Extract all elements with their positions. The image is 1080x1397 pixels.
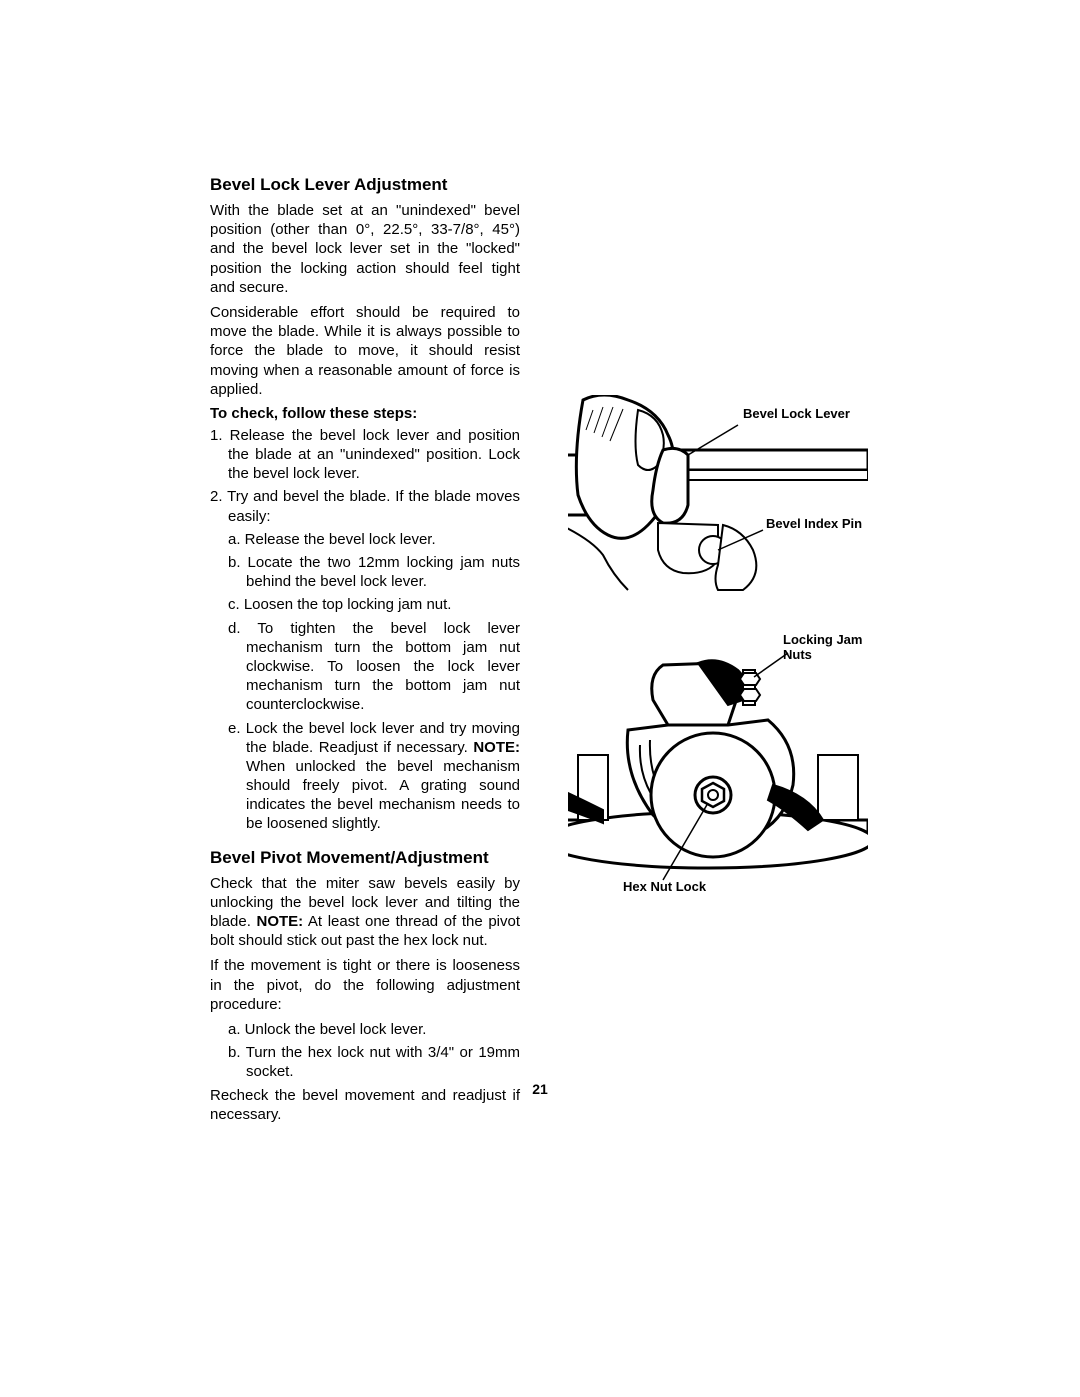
substep-item: e. Lock the bevel lock lever and try mov…	[228, 719, 520, 834]
figure1-label-pin: Bevel Index Pin	[766, 517, 862, 532]
substep-item: b. Turn the hex lock nut with 3/4" or 19…	[228, 1043, 520, 1081]
text-column: Bevel Lock Lever Adjustment With the bla…	[210, 175, 520, 1130]
note-label: NOTE:	[473, 739, 520, 756]
figure1-label-lever: Bevel Lock Lever	[743, 407, 850, 422]
figure-bevel-lock-lever: Bevel Lock Lever Bevel Index Pin	[568, 395, 868, 615]
step-item: 2. Try and bevel the blade. If the blade…	[210, 487, 520, 525]
section1-heading: Bevel Lock Lever Adjustment	[210, 175, 520, 195]
section2-para2: If the movement is tight or there is loo…	[210, 956, 520, 1014]
step-item: 1. Release the bevel lock lever and posi…	[210, 426, 520, 484]
manual-page: Bevel Lock Lever Adjustment With the bla…	[0, 0, 1080, 1397]
substep-item: c. Loosen the top locking jam nut.	[228, 595, 520, 614]
section1-para1: With the blade set at an "unindexed" bev…	[210, 201, 520, 297]
section1-para2: Considerable effort should be required t…	[210, 303, 520, 399]
jam-nuts-svg	[568, 645, 868, 915]
section2-heading: Bevel Pivot Movement/Adjustment	[210, 848, 520, 868]
figure2-label-jamnuts: Locking Jam Nuts	[783, 633, 868, 663]
substep-item: b. Locate the two 12mm locking jam nuts …	[228, 553, 520, 591]
section1-subheading: To check, follow these steps:	[210, 405, 520, 422]
section1-steps: 1. Release the bevel lock lever and posi…	[210, 426, 520, 526]
figure-jam-nuts: Locking Jam Nuts Hex Nut Lock	[568, 645, 868, 935]
section2-substeps: a. Unlock the bevel lock lever. b. Turn …	[210, 1020, 520, 1082]
section2-para1: Check that the miter saw bevels easily b…	[210, 874, 520, 951]
substep-item: a. Unlock the bevel lock lever.	[228, 1020, 520, 1039]
substep-text-suffix: When unlocked the bevel mechanism should…	[246, 758, 520, 833]
section1-substeps: a. Release the bevel lock lever. b. Loca…	[210, 530, 520, 834]
substep-item: a. Release the bevel lock lever.	[228, 530, 520, 549]
content-columns: Bevel Lock Lever Adjustment With the bla…	[210, 175, 875, 1130]
note-label: NOTE:	[256, 913, 303, 930]
bevel-lock-lever-svg	[568, 395, 868, 595]
figure2-label-hexnut: Hex Nut Lock	[623, 880, 706, 895]
page-number: 21	[0, 1081, 1080, 1097]
figure-column: Bevel Lock Lever Bevel Index Pin	[568, 175, 868, 1130]
substep-item: d. To tighten the bevel lock lever mecha…	[228, 619, 520, 715]
